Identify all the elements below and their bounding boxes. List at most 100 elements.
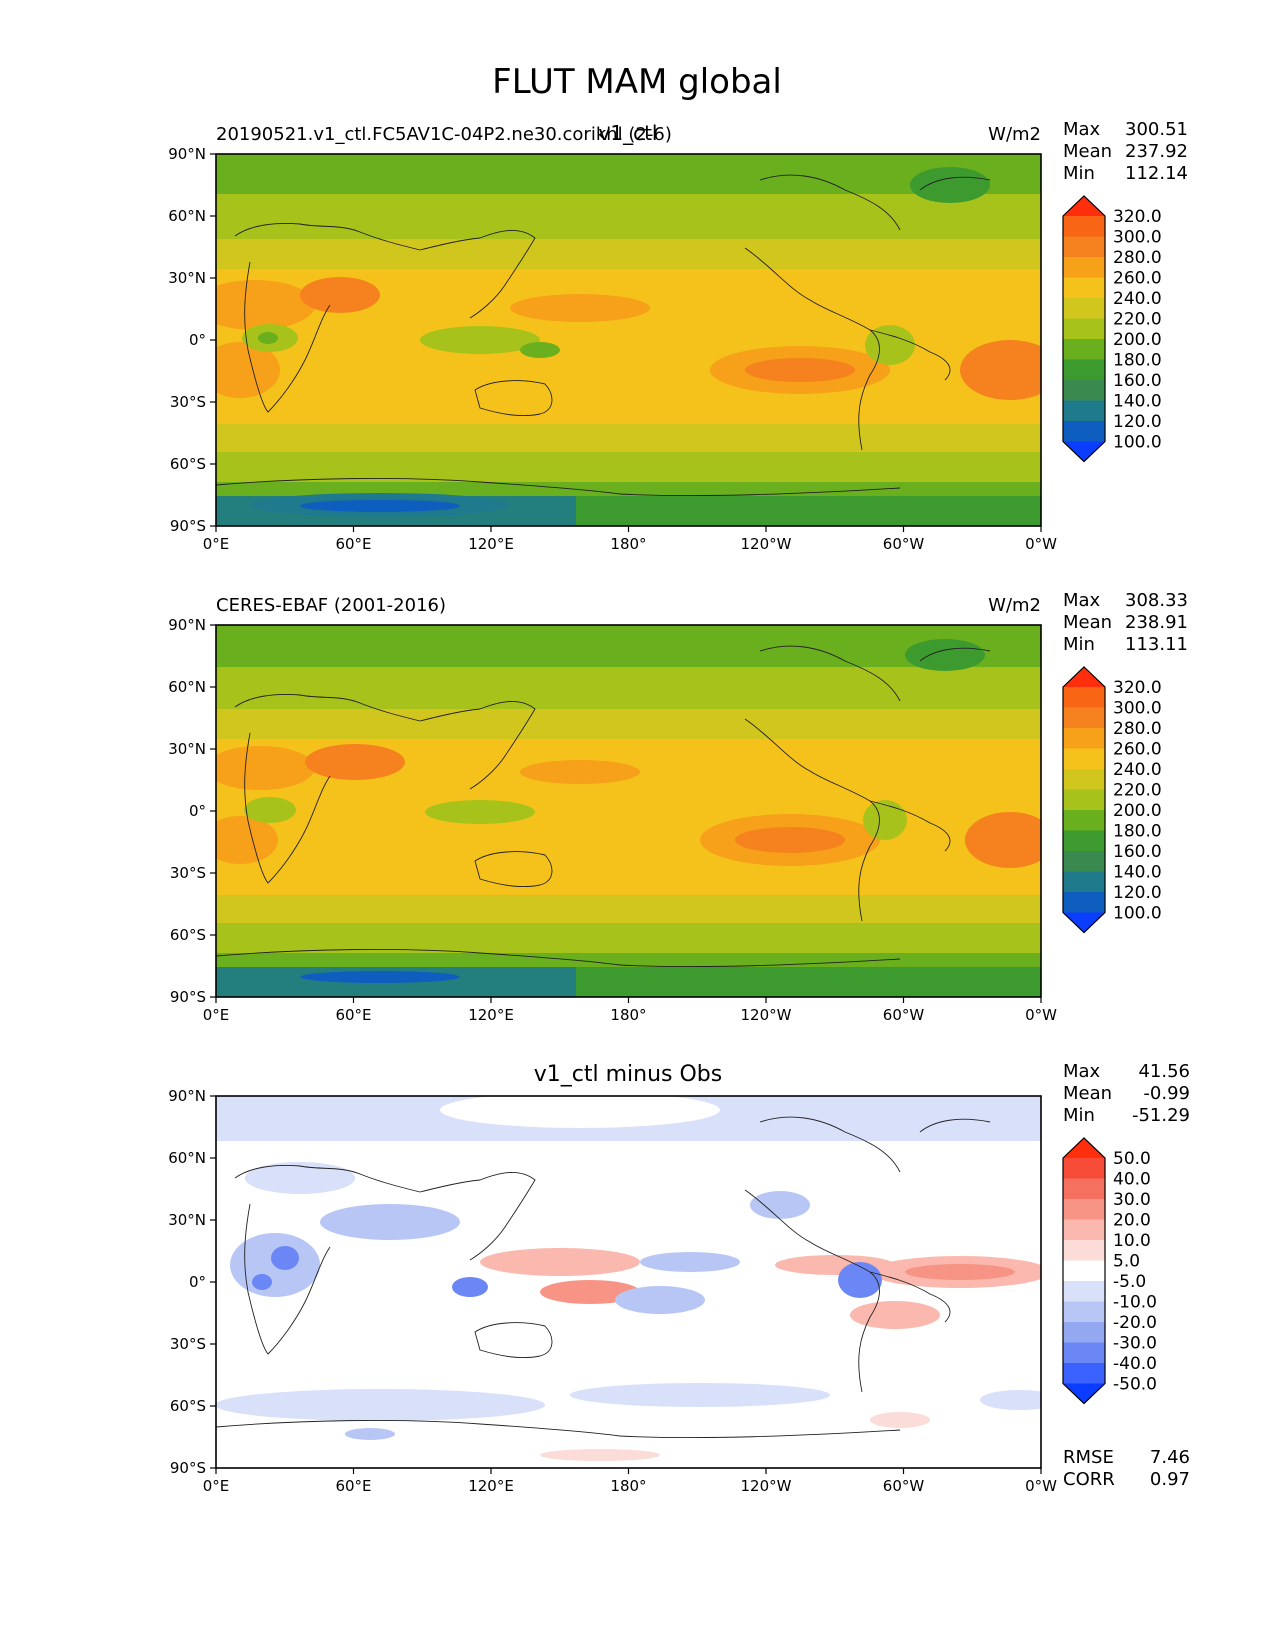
colorbar-segment [1063, 298, 1105, 319]
panel-ref-stats: Max 308.33 Mean 238.91 Min 113.11 [1063, 590, 1188, 655]
colorbar-extension-min [1063, 1383, 1105, 1404]
x-tick-label: 0°E [203, 1006, 230, 1024]
y-tick-label: 90°S [170, 517, 206, 535]
colorbar-outline [1062, 666, 1106, 934]
panel-diff-extra-stats: RMSE 7.46 CORR 0.97 [1063, 1447, 1190, 1490]
colorbar-segment [1063, 707, 1105, 729]
y-tick-label: 60°N [168, 207, 206, 225]
y-tick-label: 60°S [170, 1397, 206, 1415]
colorbar-segment [1063, 1301, 1105, 1323]
colorbar-segment [1063, 1342, 1105, 1364]
colorbar-label: 320.0 [1113, 678, 1162, 698]
x-tick-label: 60°W [883, 535, 925, 553]
stat-value: -51.29 [1132, 1105, 1190, 1126]
stat-value: 7.46 [1150, 1447, 1190, 1468]
panel-diff-center-label: v1_ctl minus Obs [534, 1062, 722, 1087]
axes-layer: 0°E 60°E 120°E 180° 120°W 60°W 0°W 90°N 60°N 30°N… [168, 145, 1057, 1495]
colorbar-label: -10.0 [1113, 1293, 1157, 1313]
y-tick-label: 0° [189, 802, 206, 820]
colorbar-label: 180.0 [1113, 351, 1162, 371]
colorbar-label: 220.0 [1113, 310, 1162, 330]
colorbar-label: 140.0 [1113, 863, 1162, 883]
stat-value: 300.51 [1125, 119, 1188, 140]
colorbar-extension-max [1063, 196, 1105, 216]
x-tick-label: 60°E [335, 1477, 371, 1495]
colorbar-segment [1063, 1322, 1105, 1343]
colorbar-label: 220.0 [1113, 781, 1162, 801]
colorbar-label: 240.0 [1113, 289, 1162, 309]
panel-test-units: W/m2 [988, 124, 1041, 145]
colorbar-segment [1063, 748, 1105, 770]
colorbar-segment [1063, 421, 1105, 442]
colorbar-label: -50.0 [1113, 1375, 1157, 1395]
stat-value: 112.14 [1125, 163, 1188, 184]
colorbar-segment [1063, 687, 1105, 708]
panel-test-left-label: 20190521.v1_ctl.FC5AV1C-04P2.ne30.corikh… [216, 124, 672, 145]
y-tick-label: 30°N [168, 740, 206, 758]
y-tick-label: 60°S [170, 455, 206, 473]
stat-label: Mean [1063, 141, 1112, 162]
panel-test-colorbar: 320.0300.0280.0260.0240.0220.0200.0180.0… [1062, 195, 1162, 463]
colorbar-label: 160.0 [1113, 371, 1162, 391]
colorbar-extension-min [1063, 441, 1105, 462]
panel-diff-map [216, 1096, 1041, 1468]
y-tick-label: 60°N [168, 678, 206, 696]
colorbar-segment [1063, 277, 1105, 299]
colorbar-segment [1063, 871, 1105, 893]
stat-label: RMSE [1063, 1447, 1114, 1468]
colorbar-segment [1063, 1178, 1105, 1200]
colorbar-label: 200.0 [1113, 330, 1162, 350]
y-tick-label: 30°S [170, 864, 206, 882]
x-tick-label: 180° [610, 1477, 646, 1495]
x-tick-label: 0°E [203, 1477, 230, 1495]
stat-value: 237.92 [1125, 141, 1188, 162]
stat-value: 113.11 [1125, 634, 1188, 655]
colorbar-label: 50.0 [1113, 1149, 1151, 1169]
colorbar-label: 160.0 [1113, 842, 1162, 862]
x-tick-label: 60°E [335, 535, 371, 553]
colorbar-label: 120.0 [1113, 883, 1162, 903]
y-tick-label: 30°S [170, 393, 206, 411]
y-tick-label: 60°N [168, 1149, 206, 1167]
stat-label: Max [1063, 119, 1101, 140]
colorbar-label: -20.0 [1113, 1313, 1157, 1333]
colorbar-label: 300.0 [1113, 699, 1162, 719]
colorbar-segment [1063, 769, 1105, 790]
stat-value: 0.97 [1150, 1469, 1190, 1490]
panel-test-map [216, 154, 1041, 526]
colorbar-extension-max [1063, 667, 1105, 687]
colorbar-label: 10.0 [1113, 1231, 1151, 1251]
colorbar-segment [1063, 1363, 1105, 1384]
x-tick-label: 180° [610, 1006, 646, 1024]
colorbar-label: -40.0 [1113, 1354, 1157, 1374]
x-tick-label: 0°W [1025, 1477, 1057, 1495]
panel-test-stats: Max 300.51 Mean 237.92 Min 112.14 [1063, 119, 1188, 184]
stat-label: Mean [1063, 1083, 1112, 1104]
colorbar-segment [1063, 359, 1105, 381]
stat-value: 238.91 [1125, 612, 1188, 633]
colorbar-label: 280.0 [1113, 248, 1162, 268]
colorbar-label: 5.0 [1113, 1252, 1140, 1272]
figure-title: FLUT MAM global [492, 62, 782, 102]
colorbar-segment [1063, 1199, 1105, 1220]
colorbar-outline [1062, 195, 1106, 463]
colorbar-segment [1063, 830, 1105, 852]
colorbar-segment [1063, 851, 1105, 872]
colorbar-segment [1063, 1219, 1105, 1241]
colorbar-label: 100.0 [1113, 433, 1162, 453]
stat-label: Min [1063, 634, 1095, 655]
colorbar-segment [1063, 810, 1105, 831]
x-tick-label: 120°E [468, 1006, 514, 1024]
stat-label: Mean [1063, 612, 1112, 633]
colorbar-segment [1063, 380, 1105, 401]
colorbar-extension-max [1063, 1138, 1105, 1158]
x-tick-label: 180° [610, 535, 646, 553]
y-tick-label: 30°N [168, 269, 206, 287]
colorbar-segment [1063, 339, 1105, 360]
colorbar-segment [1063, 1260, 1105, 1282]
panel-diff-colorbar: 50.040.030.020.010.05.0-5.0-10.0-20.0-30… [1062, 1137, 1157, 1405]
colorbar-label: 30.0 [1113, 1190, 1151, 1210]
colorbar-segment [1063, 236, 1105, 258]
x-tick-label: 120°E [468, 1477, 514, 1495]
